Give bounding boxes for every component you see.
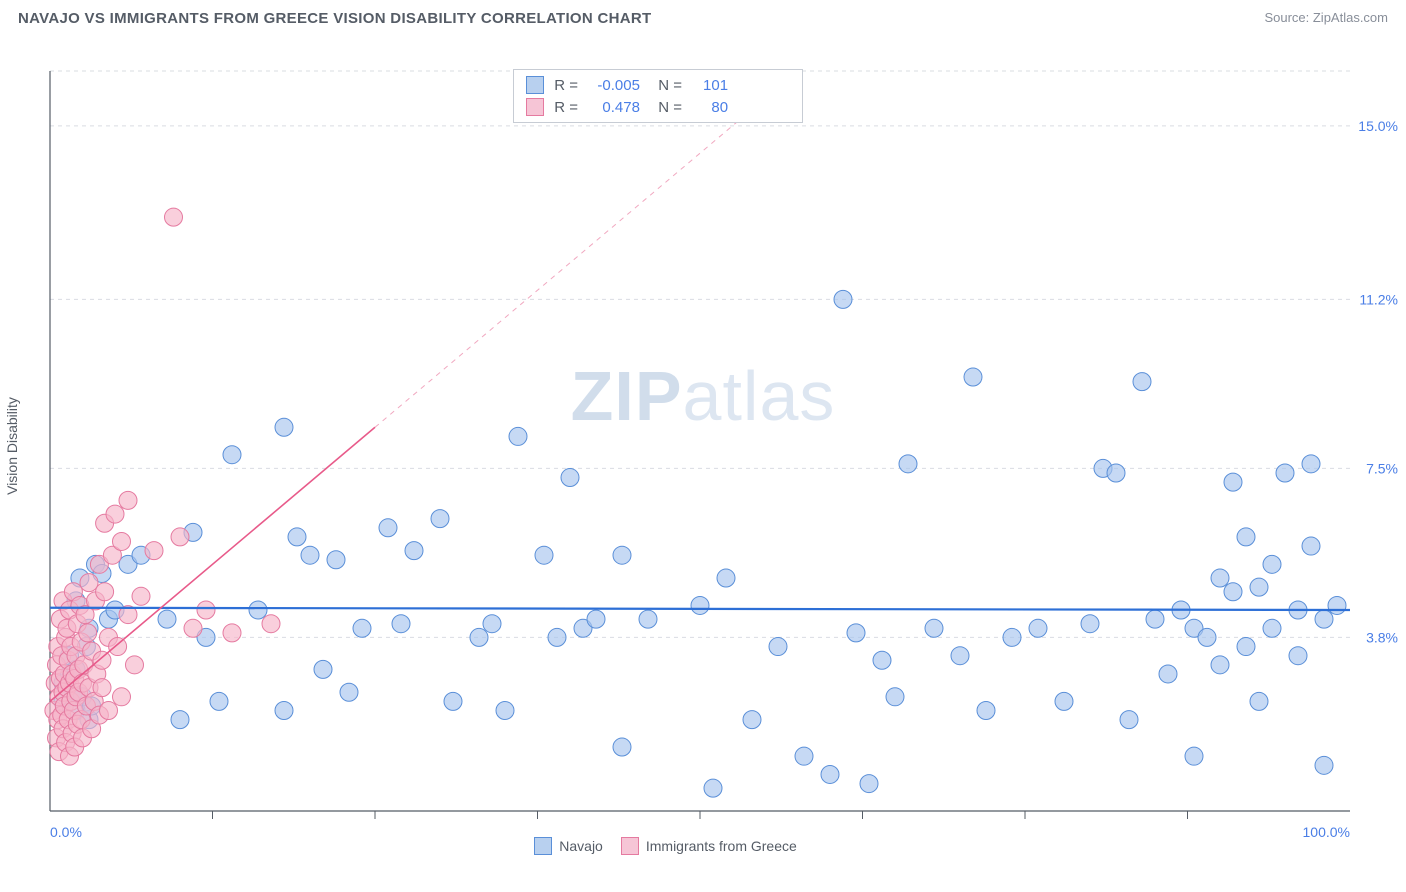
n-label: N = xyxy=(650,99,682,116)
legend-item-blue: Navajo xyxy=(534,837,603,855)
svg-text:3.8%: 3.8% xyxy=(1366,629,1398,645)
n-label: N = xyxy=(650,77,682,94)
svg-text:0.0%: 0.0% xyxy=(50,824,82,840)
source-attribution: Source: ZipAtlas.com xyxy=(1264,10,1388,25)
stats-legend-box: R = -0.005 N = 101 R = 0.478 N = 80 xyxy=(513,69,803,123)
stats-row: R = 0.478 N = 80 xyxy=(514,96,802,118)
legend-label: Immigrants from Greece xyxy=(646,838,797,854)
source-prefix: Source: xyxy=(1264,10,1312,25)
legend-swatch xyxy=(534,837,552,855)
swatch-blue xyxy=(526,76,544,94)
swatch-pink xyxy=(526,98,544,116)
n-value: 101 xyxy=(692,77,728,94)
legend-swatch xyxy=(621,837,639,855)
legend-label: Navajo xyxy=(559,838,603,854)
y-axis-label: Vision Disability xyxy=(4,397,20,495)
chart-area: Vision Disability ZIPatlas 3.8%7.5%11.2%… xyxy=(0,31,1406,861)
r-value: -0.005 xyxy=(588,77,640,94)
svg-text:15.0%: 15.0% xyxy=(1358,118,1398,134)
chart-title: NAVAJO VS IMMIGRANTS FROM GREECE VISION … xyxy=(18,10,651,27)
svg-text:7.5%: 7.5% xyxy=(1366,460,1398,476)
stats-row: R = -0.005 N = 101 xyxy=(514,74,802,96)
legend-item-pink: Immigrants from Greece xyxy=(621,837,797,855)
r-label: R = xyxy=(554,99,578,116)
svg-text:100.0%: 100.0% xyxy=(1303,824,1350,840)
n-value: 80 xyxy=(692,99,728,116)
r-label: R = xyxy=(554,77,578,94)
legend-bottom: Navajo Immigrants from Greece xyxy=(534,837,797,855)
source-link[interactable]: ZipAtlas.com xyxy=(1313,10,1388,25)
chart-svg: 3.8% 7.5% 11.2% 15.0% 0.0% 100.0% xyxy=(0,31,1406,861)
svg-text:11.2%: 11.2% xyxy=(1359,291,1398,307)
r-value: 0.478 xyxy=(588,99,640,116)
